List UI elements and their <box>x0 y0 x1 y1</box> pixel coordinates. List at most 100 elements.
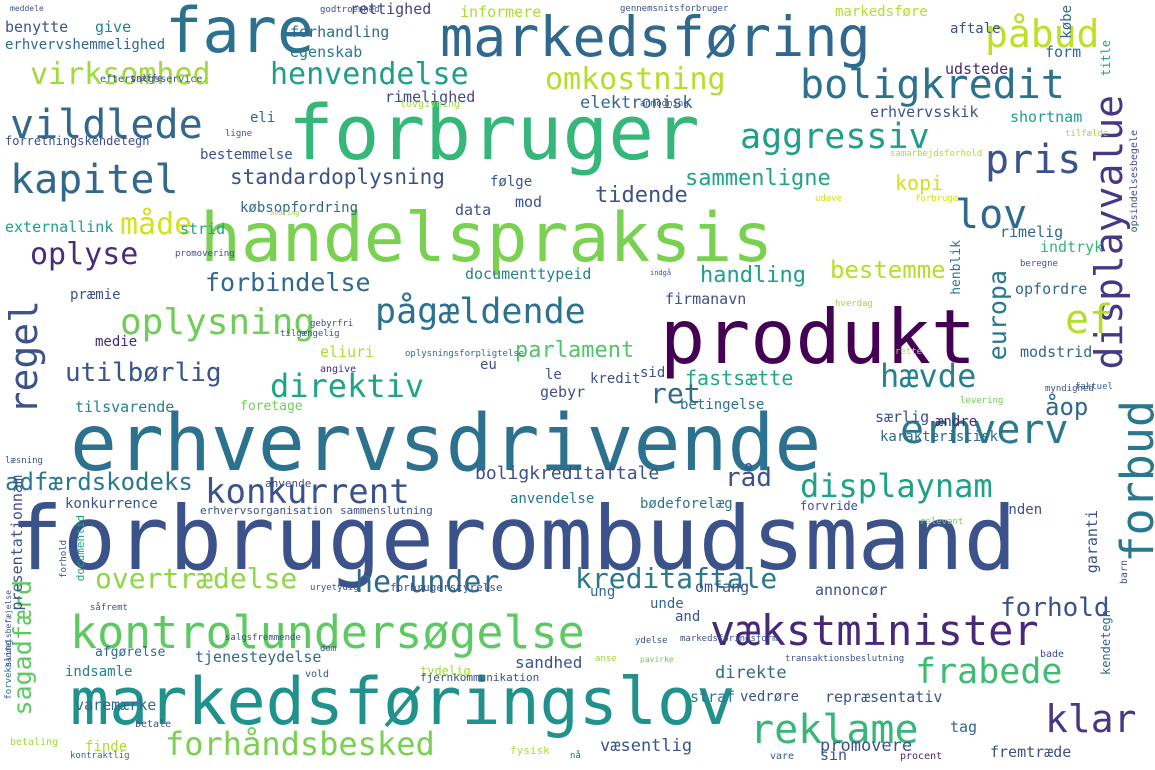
cloud-word: parlament <box>515 338 635 363</box>
cloud-word: mod <box>515 193 543 211</box>
cloud-word: salgsfremmende <box>225 633 301 643</box>
cloud-word: standardoplysning <box>230 165 445 189</box>
cloud-word: foretage <box>240 399 303 414</box>
cloud-word: give <box>95 18 132 36</box>
cloud-word: anvende <box>265 477 312 490</box>
cloud-word: aggressiv <box>740 117 930 157</box>
cloud-word: eu <box>480 357 497 373</box>
cloud-word: konkurrent <box>205 472 410 512</box>
cloud-word: ung <box>590 584 616 600</box>
cloud-word: transaktionsbeslutning <box>785 654 905 664</box>
cloud-word: forbud <box>1111 400 1155 563</box>
cloud-word: kreditaftale <box>575 562 778 595</box>
cloud-word: væsentlig <box>600 736 693 756</box>
cloud-word: sammenligne <box>685 166 831 191</box>
cloud-word: købsopfordring <box>240 200 359 216</box>
cloud-word: ligne <box>225 129 253 139</box>
cloud-word: hævde <box>880 357 977 395</box>
cloud-word: eli <box>250 110 276 126</box>
cloud-word: gebyrfri <box>310 319 354 329</box>
cloud-word: fastsætte <box>685 366 794 390</box>
cloud-word: forhandling <box>290 23 390 41</box>
cloud-word: henvendelse <box>270 57 469 92</box>
cloud-word: måde <box>120 207 193 242</box>
cloud-word: documenttypeid <box>465 265 592 283</box>
cloud-word: and <box>675 609 701 625</box>
cloud-word: kendetegn <box>1099 610 1113 676</box>
cloud-word: garanti <box>1083 510 1101 574</box>
cloud-word: reklame <box>750 707 919 753</box>
cloud-word: pris <box>985 137 1082 183</box>
cloud-word: externallink <box>5 218 114 236</box>
cloud-word: konkurrence <box>65 496 158 512</box>
cloud-word: anvendelse <box>510 491 595 507</box>
cloud-word: ef <box>1065 297 1114 343</box>
cloud-word: adfærdskodeks <box>5 468 193 496</box>
cloud-word: åop <box>1045 393 1089 421</box>
cloud-word: nå <box>570 751 581 761</box>
cloud-word: eliuri <box>320 343 375 361</box>
cloud-word: form <box>1045 43 1082 61</box>
cloud-word: betingelse <box>680 397 765 413</box>
cloud-word: læsning <box>5 456 43 466</box>
cloud-word: firmanavn <box>665 290 747 308</box>
cloud-word: karakteristisk <box>880 429 999 445</box>
cloud-word: oplysningsforpligtelse <box>405 349 525 359</box>
cloud-word: træffe <box>130 74 163 84</box>
cloud-word: herunder <box>355 565 500 600</box>
cloud-word: tilsvarende <box>75 398 175 416</box>
cloud-word: omkostning <box>545 62 726 97</box>
cloud-word: regel <box>2 300 46 415</box>
cloud-word: promovering <box>175 249 235 259</box>
cloud-word: tydelig <box>420 664 471 678</box>
cloud-word: elektronisk <box>580 93 693 113</box>
cloud-word: straf <box>690 688 736 706</box>
cloud-word: erhverv <box>900 407 1069 453</box>
cloud-word: vækstminister <box>710 606 1039 655</box>
cloud-word: dom <box>320 644 337 654</box>
cloud-word: lovgivning <box>400 99 461 110</box>
cloud-word: ændre <box>935 414 978 430</box>
cloud-word: råd <box>725 463 772 493</box>
cloud-word: kopi <box>895 171 944 195</box>
cloud-word: boligkreditaftale <box>475 463 660 484</box>
cloud-word: kontrolundersøgelse <box>70 606 585 659</box>
cloud-word: utilbørlig <box>65 358 222 388</box>
cloud-word: præmie <box>70 287 121 303</box>
cloud-word: kapitel <box>10 157 179 203</box>
cloud-word: tilfælde <box>1065 129 1109 139</box>
cloud-word: rimelighed <box>385 88 476 106</box>
cloud-word: bestemmelse <box>200 147 293 163</box>
cloud-word: sid <box>640 365 666 381</box>
cloud-word: andring <box>270 209 300 217</box>
cloud-word: benytte <box>5 18 69 36</box>
cloud-word: fysisk <box>510 744 550 757</box>
cloud-word: sammenslutning <box>340 504 433 517</box>
cloud-word: erhvervshemmelighed <box>5 37 166 53</box>
cloud-word: direkte <box>715 663 787 683</box>
cloud-word: sin <box>820 746 848 764</box>
cloud-word: handling <box>700 263 806 288</box>
cloud-word: tjenesteydelse <box>195 648 322 666</box>
cloud-word: bade <box>1040 649 1065 660</box>
cloud-word: fremtræde <box>990 743 1072 761</box>
cloud-word: varemærke <box>75 696 157 714</box>
cloud-word: markedsføring <box>440 5 871 69</box>
cloud-word: strid <box>180 220 226 238</box>
cloud-word: markedsføringsform <box>680 634 778 644</box>
cloud-word: betale <box>135 719 172 730</box>
cloud-word: rette <box>895 347 923 357</box>
cloud-word: erhvervsdrivende <box>70 399 822 489</box>
cloud-word: procent <box>900 751 943 762</box>
cloud-word: forvride <box>800 499 858 513</box>
cloud-word: documentid <box>74 515 87 582</box>
cloud-word: relevant <box>920 517 964 527</box>
cloud-word: betaling <box>10 737 59 748</box>
cloud-word: promovere <box>820 736 913 756</box>
cloud-word: erhvervsorganisation <box>200 504 333 517</box>
cloud-word: pavirke <box>640 655 674 664</box>
cloud-word: forhold <box>59 540 69 578</box>
cloud-word: opfordre <box>1015 280 1088 298</box>
cloud-word: klar <box>1045 697 1137 741</box>
